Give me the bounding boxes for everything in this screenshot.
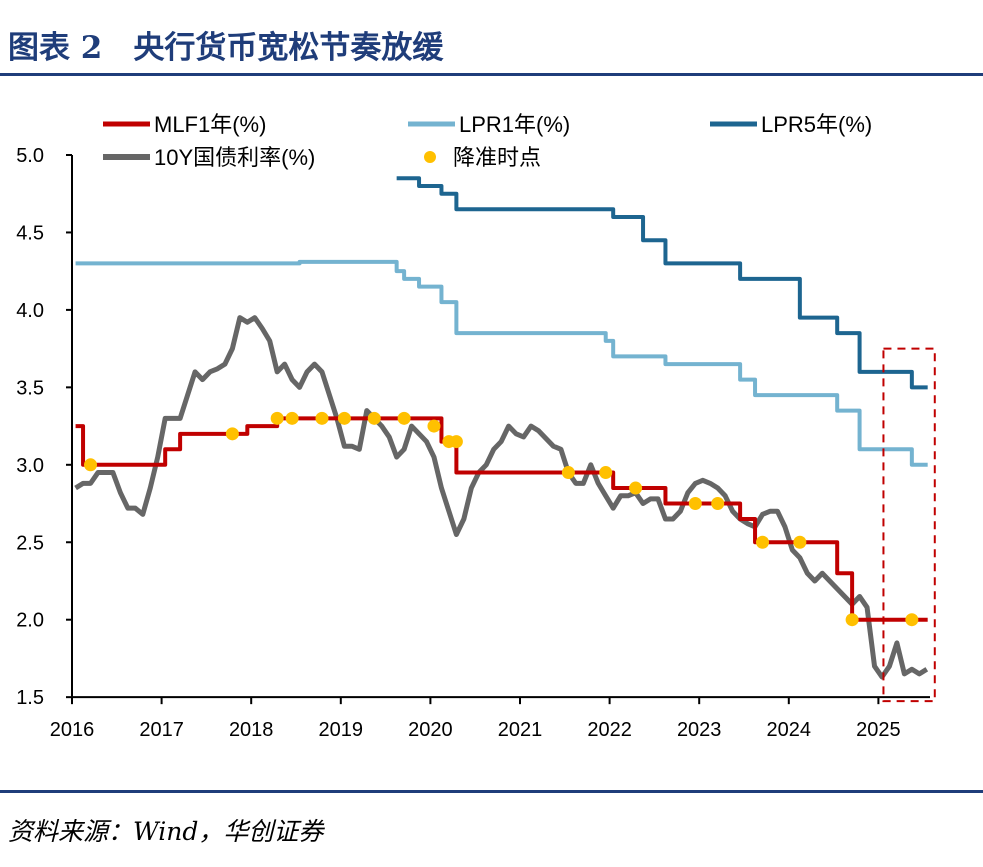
source-note: 资料来源：Wind，华创证券 bbox=[8, 817, 325, 846]
rrr-cut-point bbox=[397, 411, 411, 425]
x-tick-label: 2025 bbox=[856, 719, 901, 741]
y-tick-label: 5.0 bbox=[16, 145, 44, 167]
y-tick-label: 3.0 bbox=[16, 455, 44, 477]
rrr-cut-point bbox=[688, 497, 702, 511]
series-line-lpr5 bbox=[396, 176, 929, 390]
legend-label-lpr5: LPR5年(%) bbox=[761, 112, 872, 137]
x-tick-label: 2023 bbox=[677, 719, 722, 741]
x-tick-label: 2024 bbox=[767, 719, 812, 741]
y-tick-label: 4.0 bbox=[16, 300, 44, 322]
legend-swatch-rrr bbox=[424, 151, 436, 163]
rrr-cut-point bbox=[845, 613, 859, 627]
rrr-cut-point bbox=[84, 458, 98, 472]
rrr-cut-point bbox=[711, 497, 725, 511]
rrr-cut-point bbox=[599, 466, 613, 480]
rrr-cut-point bbox=[285, 411, 299, 425]
y-tick-label: 3.5 bbox=[16, 377, 44, 399]
rrr-cut-point bbox=[756, 535, 770, 549]
figure-title: 图表 2 央行货币宽松节奏放缓 bbox=[8, 30, 444, 66]
y-tick-label: 1.5 bbox=[16, 687, 44, 709]
rrr-cut-point bbox=[427, 419, 441, 433]
rrr-cut-point bbox=[225, 427, 239, 441]
legend: MLF1年(%) LPR1年(%) LPR5年(%) 10Y国债利率(%) 降准… bbox=[103, 112, 872, 170]
series-line-lpr1 bbox=[75, 259, 929, 467]
rrr-cut-point bbox=[793, 535, 807, 549]
plot-area bbox=[74, 176, 936, 703]
x-tick-label: 2018 bbox=[229, 719, 274, 741]
rrr-cut-point bbox=[561, 466, 575, 480]
x-tick-label: 2017 bbox=[139, 719, 184, 741]
top-rule bbox=[0, 73, 983, 76]
y-tick-label: 4.5 bbox=[16, 222, 44, 244]
rrr-cut-point bbox=[367, 411, 381, 425]
rrr-cut-point bbox=[629, 481, 643, 495]
x-tick-label: 2022 bbox=[587, 719, 632, 741]
highlight-box bbox=[882, 347, 936, 703]
x-tick-label: 2019 bbox=[319, 719, 364, 741]
bottom-rule bbox=[0, 790, 983, 793]
x-tick-label: 2020 bbox=[408, 719, 453, 741]
legend-label-rrr: 降准时点 bbox=[453, 145, 541, 170]
rrr-cut-point bbox=[315, 411, 329, 425]
y-tick-label: 2.5 bbox=[16, 532, 44, 554]
rrr-cut-point bbox=[337, 411, 351, 425]
x-tick-label: 2016 bbox=[50, 719, 95, 741]
legend-label-lpr1: LPR1年(%) bbox=[459, 112, 570, 137]
legend-label-10y: 10Y国债利率(%) bbox=[154, 145, 315, 170]
series-line-mlf bbox=[75, 416, 929, 622]
x-tick-label: 2021 bbox=[498, 719, 543, 741]
axes: 5.0 4.5 4.0 3.5 3.0 2.5 2.0 1.5 2016 2017 2018 2019… bbox=[16, 145, 930, 741]
rrr-cut-point bbox=[449, 435, 463, 449]
rrr-cut-point bbox=[905, 613, 919, 627]
rrr-cut-point bbox=[270, 411, 284, 425]
series-line-y10 bbox=[74, 315, 929, 680]
legend-label-mlf: MLF1年(%) bbox=[154, 112, 266, 137]
y-tick-label: 2.0 bbox=[16, 610, 44, 632]
